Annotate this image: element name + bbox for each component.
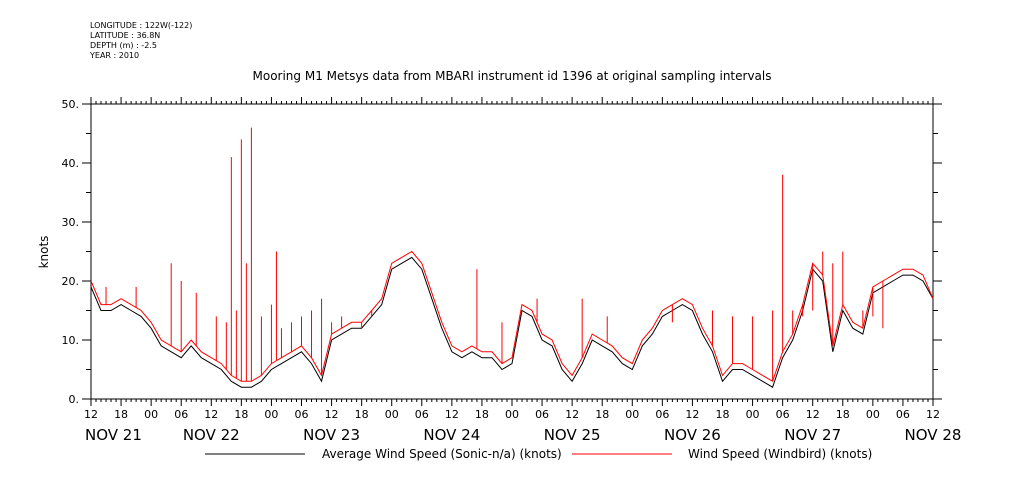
x-tick-label: 12 [565, 408, 579, 421]
x-tick-label: 00 [746, 408, 760, 421]
x-day-label: NOV 23 [303, 426, 360, 444]
meta-year: YEAR : 2010 [90, 51, 140, 60]
x-tick-label: 06 [776, 408, 790, 421]
x-tick-label: 00 [385, 408, 399, 421]
x-day-label: NOV 21 [85, 426, 142, 444]
x-tick-label: 18 [836, 408, 850, 421]
x-tick-label: 12 [926, 408, 940, 421]
y-tick-label: 20. [62, 275, 80, 288]
x-tick-label: 12 [445, 408, 459, 421]
chart-title: Mooring M1 Metsys data from MBARI instru… [253, 69, 772, 83]
metadata-block: LONGITUDE : 122W(-122) LATITUDE : 36.8N … [90, 21, 192, 61]
x-tick-label: 12 [325, 408, 339, 421]
x-tick-label: 00 [625, 408, 639, 421]
x-tick-label: 18 [475, 408, 489, 421]
y-tick-label: 30. [62, 216, 80, 229]
y-tick-label: 40. [62, 157, 80, 170]
x-tick-label: 06 [415, 408, 429, 421]
x-tick-label: 00 [866, 408, 880, 421]
meta-latitude: LATITUDE : 36.8N [90, 31, 161, 40]
x-tick-label: 12 [685, 408, 699, 421]
legend-label-average: Average Wind Speed (Sonic-n/a) (knots) [322, 447, 562, 461]
x-tick-label: 18 [595, 408, 609, 421]
x-tick-label: 06 [535, 408, 549, 421]
x-tick-label: 06 [896, 408, 910, 421]
legend-label-windbird: Wind Speed (Windbird) (knots) [688, 447, 872, 461]
plot-frame [90, 103, 934, 400]
x-tick-label: 18 [716, 408, 730, 421]
series-line-average-wind-speed [90, 256, 934, 388]
y-tick-label: 10. [62, 334, 80, 347]
legend: Average Wind Speed (Sonic-n/a) (knots) W… [205, 447, 872, 461]
x-tick-label: 18 [355, 408, 369, 421]
x-tick-label: 12 [806, 408, 820, 421]
x-tick-label: 12 [204, 408, 218, 421]
y-tick-label: 0. [69, 393, 80, 406]
x-tick-label: 18 [234, 408, 248, 421]
x-tick-label: 06 [295, 408, 309, 421]
x-day-label: NOV 27 [784, 426, 841, 444]
x-day-label: NOV 24 [423, 426, 480, 444]
x-tick-label: 00 [505, 408, 519, 421]
x-day-label: NOV 26 [664, 426, 721, 444]
meta-depth: DEPTH (m) : -2.5 [90, 41, 157, 50]
x-day-label: NOV 22 [183, 426, 240, 444]
x-tick-label: 06 [174, 408, 188, 421]
x-tick-label: 12 [84, 408, 98, 421]
y-axis-label: knots [37, 236, 51, 269]
x-axis: 12 18 00 06 12 18 00 06 12 18 00 06 12 18 00 06 12 18 00 06… [84, 97, 961, 444]
y-tick-label: 50. [62, 98, 80, 111]
plot-area [90, 127, 934, 388]
y-axis: 0. 10. 20. 30. 40. 50. [62, 98, 942, 406]
x-tick-label: 06 [655, 408, 669, 421]
x-tick-label: 00 [144, 408, 158, 421]
x-tick-label: 00 [264, 408, 278, 421]
x-day-label: NOV 25 [544, 426, 601, 444]
x-day-label: NOV 28 [905, 426, 962, 444]
meta-longitude: LONGITUDE : 122W(-122) [90, 21, 193, 30]
x-tick-label: 18 [114, 408, 128, 421]
